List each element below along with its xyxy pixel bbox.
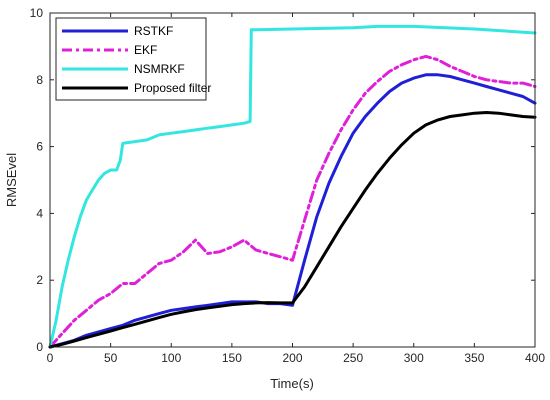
- x-axis-label: Time(s): [270, 376, 314, 391]
- y-tick-label-2: 4: [36, 206, 43, 220]
- series-line-nsmrkf: [48, 24, 537, 349]
- legend: RSTKF EKF NSMRKF Proposed filter: [55, 17, 211, 101]
- legend-label-3: Proposed filter: [134, 81, 211, 95]
- x-tick-label-2: 100: [161, 351, 181, 365]
- x-tick-label-3: 150: [222, 351, 242, 365]
- x-tick-label-4: 200: [282, 351, 302, 365]
- x-tick-label-1: 50: [104, 351, 118, 365]
- y-tick-label-1: 2: [36, 273, 43, 287]
- y-tick-label-0: 0: [36, 340, 43, 354]
- y-axis-label: RMSEvel: [4, 153, 19, 207]
- x-tick-label-0: 0: [47, 351, 54, 365]
- y-tick-label-4: 8: [36, 73, 43, 87]
- x-tick-label-7: 350: [464, 351, 484, 365]
- y-tick-label-3: 6: [36, 140, 43, 154]
- legend-label-1: EKF: [134, 43, 157, 57]
- x-axis-ticks: 0 50 100 150 200 250 300 350 400: [47, 13, 545, 365]
- series-layer: [48, 24, 537, 349]
- series-line-proposed-filter: [48, 111, 537, 349]
- series-line-ekf: [48, 54, 537, 349]
- x-tick-label-5: 250: [343, 351, 363, 365]
- legend-label-0: RSTKF: [134, 24, 173, 38]
- x-tick-label-6: 300: [404, 351, 424, 365]
- legend-label-2: NSMRKF: [134, 62, 185, 76]
- series-line-rstkf: [48, 73, 537, 349]
- y-axis-ticks: 0 2 4 6 8 10: [30, 6, 535, 354]
- x-tick-label-8: 400: [525, 351, 545, 365]
- y-tick-label-5: 10: [30, 6, 44, 20]
